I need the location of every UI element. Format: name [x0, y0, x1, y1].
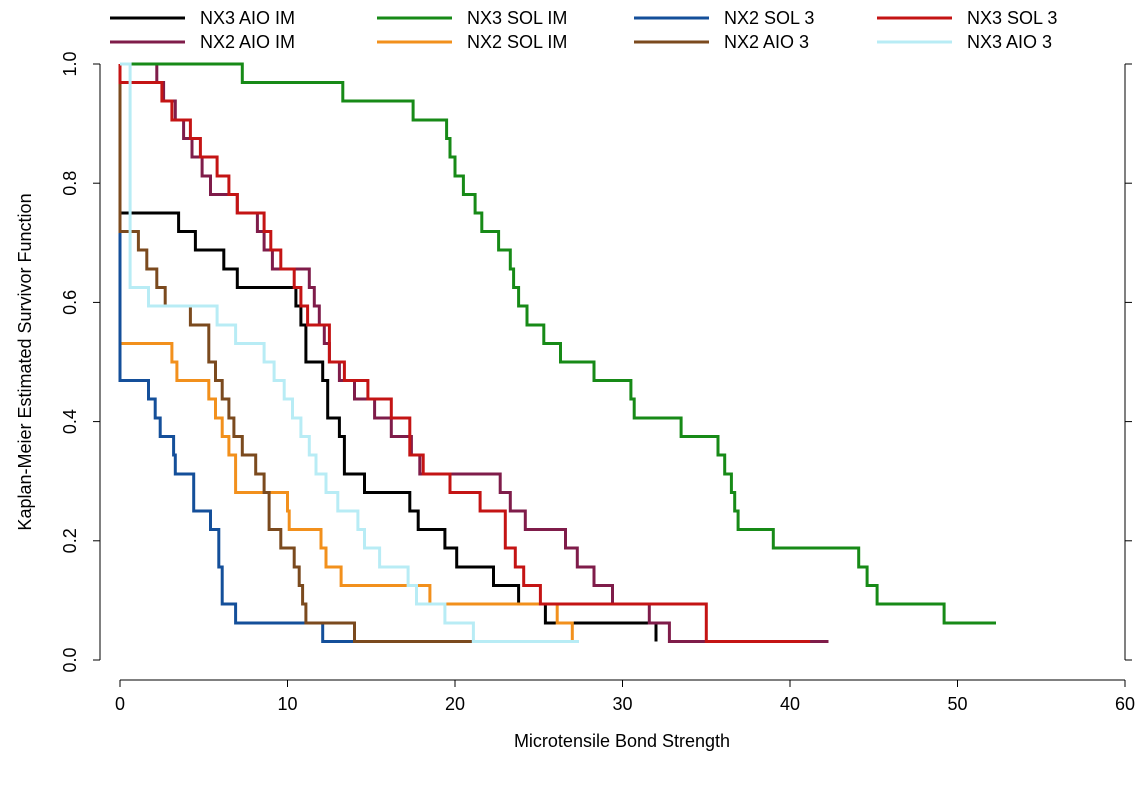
- series-layer: [118, 62, 996, 643]
- series-line-4: [118, 64, 472, 643]
- x-tick-label: 20: [445, 694, 465, 714]
- x-tick-label: 10: [277, 694, 297, 714]
- y-tick-label: 1.0: [60, 51, 80, 76]
- legend-label: NX3 AIO 3: [967, 32, 1052, 52]
- series-line-5: [118, 64, 472, 643]
- x-tick-label: 60: [1115, 694, 1135, 714]
- series-line-1: [120, 62, 829, 643]
- legend-label: NX3 SOL IM: [467, 8, 567, 28]
- series-line-6: [118, 64, 811, 643]
- y-tick-label: 0.4: [60, 409, 80, 434]
- x-tick-label: 30: [612, 694, 632, 714]
- y-tick-label: 0.8: [60, 171, 80, 196]
- y-ticks: 0.0 0.2 0.4 0.6 0.8 1.0: [60, 51, 1132, 673]
- legend-label: NX3 SOL 3: [967, 8, 1057, 28]
- y-tick-label: 0.6: [60, 290, 80, 315]
- y-tick-label: 0.0: [60, 647, 80, 672]
- x-tick-label: 50: [947, 694, 967, 714]
- legend-label: NX2 SOL IM: [467, 32, 567, 52]
- legend: NX3 AIO IM NX3 SOL IM NX2 SOL 3 NX3 SOL 3 NX…: [110, 8, 1057, 52]
- legend-label: NX2 SOL 3: [724, 8, 814, 28]
- legend-label: NX3 AIO IM: [200, 8, 295, 28]
- x-tick-label: 0: [115, 694, 125, 714]
- y-axis-title: Kaplan-Meier Estimated Survivor Function: [15, 193, 35, 530]
- series-line-3: [118, 64, 574, 642]
- series-line-2: [120, 62, 996, 625]
- x-tick-label: 40: [780, 694, 800, 714]
- legend-label: NX2 AIO IM: [200, 32, 295, 52]
- x-ticks: 0 10 20 30 40 50 60: [115, 680, 1135, 714]
- y-tick-label: 0.2: [60, 528, 80, 553]
- series-line-7: [120, 62, 579, 643]
- x-axis-title: Microtensile Bond Strength: [514, 731, 730, 751]
- legend-label: NX2 AIO 3: [724, 32, 809, 52]
- series-line-0: [118, 64, 658, 642]
